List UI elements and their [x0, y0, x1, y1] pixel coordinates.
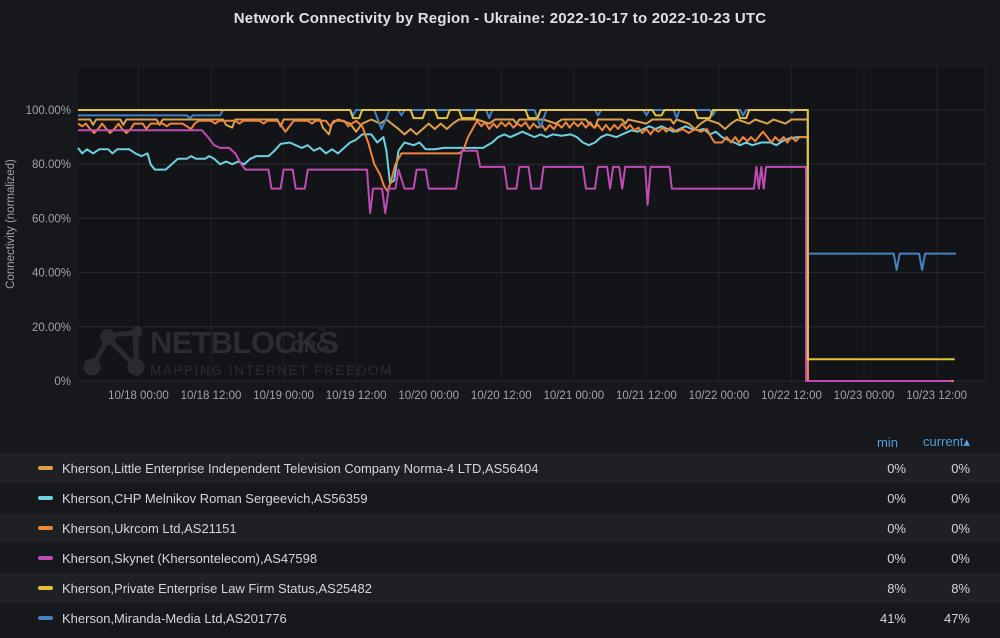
- series-min-value: 0%: [887, 550, 906, 566]
- svg-text:10/23 12:00: 10/23 12:00: [906, 390, 967, 402]
- series-color-swatch: [38, 616, 53, 620]
- svg-text:10/21 12:00: 10/21 12:00: [616, 390, 677, 402]
- legend-rows: Kherson,Little Enterprise Independent Te…: [0, 453, 1000, 633]
- series-min-value: 8%: [887, 580, 906, 596]
- series-color-swatch: [38, 586, 53, 590]
- svg-text:10/19 00:00: 10/19 00:00: [253, 390, 314, 402]
- legend-row[interactable]: Kherson,Private Enterprise Law Firm Stat…: [0, 573, 1000, 603]
- svg-text:40.00%: 40.00%: [32, 268, 71, 280]
- series-min-value: 0%: [887, 520, 906, 536]
- series-label: Kherson,Miranda-Media Ltd,AS201776: [62, 610, 287, 626]
- legend-header: min current▴: [0, 431, 1000, 453]
- axis-labels: Connectivity (normalized) 100.00% 80.00% 6…: [5, 105, 967, 402]
- series-label: Kherson,Little Enterprise Independent Te…: [62, 460, 539, 476]
- series-label: Kherson,Ukrcom Ltd,AS21151: [62, 520, 237, 536]
- series-color-swatch: [38, 526, 53, 530]
- connectivity-panel: Network Connectivity by Region - Ukraine…: [0, 0, 1000, 425]
- legend-row[interactable]: Kherson,Ukrcom Ltd,AS21151 0% 0%: [0, 513, 1000, 543]
- series-current-value: 0%: [951, 520, 970, 536]
- svg-text:10/18 00:00: 10/18 00:00: [108, 390, 169, 402]
- watermark-brand: NETBLOCKS: [150, 325, 338, 360]
- sort-asc-icon: ▴: [963, 434, 970, 449]
- legend-col-current[interactable]: current▴: [923, 434, 970, 449]
- legend-col-min[interactable]: min: [877, 434, 898, 450]
- series-label: Kherson,Private Enterprise Law Firm Stat…: [62, 580, 372, 596]
- svg-text:10/22 12:00: 10/22 12:00: [761, 390, 822, 402]
- watermark-tm: ™: [317, 326, 326, 336]
- svg-text:10/18 12:00: 10/18 12:00: [181, 390, 242, 402]
- svg-text:60.00%: 60.00%: [32, 213, 71, 225]
- series-current-value: 0%: [951, 460, 970, 476]
- panel-title: Network Connectivity by Region - Ukraine…: [233, 10, 767, 27]
- legend-row[interactable]: Kherson,CHP Melnikov Roman Sergeevich,AS…: [0, 483, 1000, 513]
- svg-text:80.00%: 80.00%: [32, 159, 71, 171]
- series-min-value: 41%: [879, 610, 906, 626]
- svg-text:10/23 00:00: 10/23 00:00: [834, 390, 895, 402]
- svg-text:0%: 0%: [54, 376, 71, 388]
- netblocks-logo-icon: [83, 326, 145, 376]
- svg-text:10/20 00:00: 10/20 00:00: [398, 390, 459, 402]
- legend-row[interactable]: Kherson,Skynet (Khersontelecom),AS47598 …: [0, 543, 1000, 573]
- svg-text:10/19 12:00: 10/19 12:00: [326, 390, 387, 402]
- series-current-value: 47%: [943, 610, 970, 626]
- watermark-tagline: MAPPING INTERNET FREEDOM: [150, 363, 393, 378]
- svg-text:100.00%: 100.00%: [26, 105, 71, 117]
- series-lines: [77, 109, 956, 382]
- watermark-suffix: .ORG: [286, 337, 329, 356]
- grid-lines: [78, 65, 986, 382]
- series-color-swatch: [38, 466, 53, 470]
- series-min-value: 0%: [887, 490, 906, 506]
- svg-text:10/21 00:00: 10/21 00:00: [543, 390, 604, 402]
- connectivity-chart[interactable]: NETBLOCKS ™ .ORG MAPPING INTERNET FREEDO…: [0, 0, 1000, 425]
- series-color-swatch: [38, 496, 53, 500]
- series-label: Kherson,Skynet (Khersontelecom),AS47598: [62, 550, 318, 566]
- series-current-value: 0%: [951, 490, 970, 506]
- svg-text:20.00%: 20.00%: [32, 322, 71, 334]
- legend-table: min current▴ Kherson,Little Enterprise I…: [0, 425, 1000, 633]
- y-axis-title: Connectivity (normalized): [5, 159, 17, 289]
- series-min-value: 0%: [887, 460, 906, 476]
- svg-text:10/20 12:00: 10/20 12:00: [471, 390, 532, 402]
- netblocks-watermark: NETBLOCKS ™ .ORG MAPPING INTERNET FREEDO…: [83, 325, 393, 378]
- legend-row[interactable]: Kherson,Miranda-Media Ltd,AS201776 41% 4…: [0, 603, 1000, 633]
- svg-text:10/22 00:00: 10/22 00:00: [689, 390, 750, 402]
- series-label: Kherson,CHP Melnikov Roman Sergeevich,AS…: [62, 490, 368, 506]
- series-current-value: 8%: [951, 580, 970, 596]
- series-current-value: 0%: [951, 550, 970, 566]
- legend-row[interactable]: Kherson,Little Enterprise Independent Te…: [0, 453, 1000, 483]
- series-color-swatch: [38, 556, 53, 560]
